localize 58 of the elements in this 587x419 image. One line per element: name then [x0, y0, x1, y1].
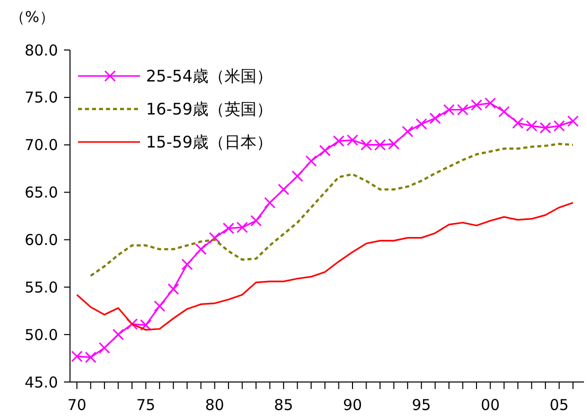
point — [319, 144, 331, 156]
y-tick-label: 80.0 — [24, 41, 58, 60]
point — [292, 170, 304, 182]
point — [360, 139, 372, 151]
point — [553, 120, 565, 132]
point — [526, 120, 538, 132]
point — [98, 342, 110, 354]
point — [305, 155, 317, 167]
y-tick-label: 55.0 — [24, 278, 58, 296]
point — [484, 97, 496, 109]
x-tick-label: 75 — [136, 396, 156, 414]
point — [264, 196, 276, 208]
point — [402, 126, 414, 138]
point — [84, 352, 96, 364]
point — [416, 118, 428, 130]
point — [112, 328, 124, 340]
point — [567, 115, 579, 127]
point — [388, 138, 400, 150]
point — [222, 222, 234, 234]
point — [236, 222, 248, 234]
x-tick-label: 85 — [274, 396, 294, 414]
point — [470, 99, 482, 111]
x-tick-label: 00 — [480, 396, 500, 414]
y-axis-title: （%） — [10, 8, 54, 26]
y-tick-label: 65.0 — [24, 184, 58, 202]
point — [250, 214, 262, 226]
point — [374, 139, 386, 151]
point — [443, 104, 455, 116]
x-tick-label: 90 — [342, 396, 362, 414]
x-tick-label: 95 — [412, 396, 431, 414]
point — [498, 106, 510, 118]
point — [429, 112, 441, 124]
point — [512, 117, 524, 129]
point — [168, 283, 180, 295]
legend-label: 16-59歳（英国） — [146, 100, 272, 119]
point — [140, 319, 152, 331]
x-tick-label: 05 — [550, 396, 569, 414]
point — [540, 122, 552, 134]
point — [181, 258, 193, 270]
line-series — [76, 202, 574, 331]
point — [332, 135, 344, 147]
y-tick-label: 45.0 — [24, 373, 58, 392]
point — [154, 300, 166, 312]
y-tick-label: 50.0 — [24, 326, 58, 344]
point — [126, 318, 138, 330]
point — [346, 134, 358, 146]
x-tick-label: 70 — [67, 396, 86, 414]
y-tick-label: 75.0 — [24, 88, 58, 107]
y-tick-label: 70.0 — [24, 136, 58, 154]
point — [208, 232, 220, 244]
x-tick-label: 80 — [205, 396, 224, 414]
point — [71, 350, 83, 362]
legend-label: 15-59歳（日本） — [146, 132, 272, 152]
point — [278, 184, 290, 196]
point — [456, 104, 468, 116]
point — [195, 243, 207, 255]
y-tick-label: 60.0 — [24, 230, 58, 249]
legend-label: 25-54歳（米国） — [146, 66, 272, 86]
